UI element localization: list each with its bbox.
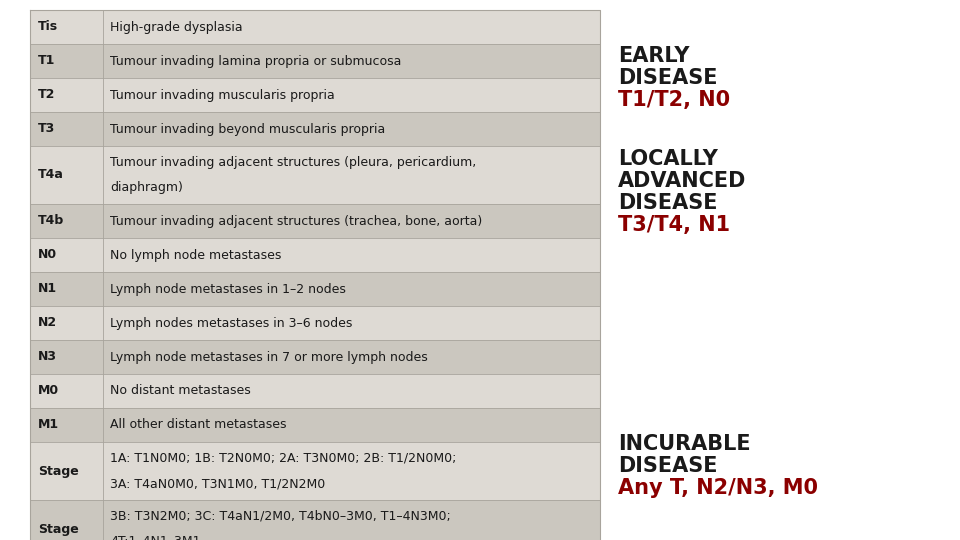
Text: Lymph node metastases in 7 or more lymph nodes: Lymph node metastases in 7 or more lymph… <box>110 350 428 363</box>
Text: N1: N1 <box>38 282 58 295</box>
Bar <box>30 306 600 340</box>
Text: Tumour invading lamina propria or submucosa: Tumour invading lamina propria or submuc… <box>110 55 401 68</box>
Text: INCURABLE: INCURABLE <box>618 434 751 454</box>
Text: M1: M1 <box>38 418 60 431</box>
Text: Stage: Stage <box>38 464 79 477</box>
Text: Lymph nodes metastases in 3–6 nodes: Lymph nodes metastases in 3–6 nodes <box>110 316 352 329</box>
Text: DISEASE: DISEASE <box>618 193 717 213</box>
Text: Lymph node metastases in 1–2 nodes: Lymph node metastases in 1–2 nodes <box>110 282 346 295</box>
Text: No distant metastases: No distant metastases <box>110 384 251 397</box>
Bar <box>30 44 600 78</box>
Text: EARLY: EARLY <box>618 46 689 66</box>
Text: High-grade dysplasia: High-grade dysplasia <box>110 21 243 33</box>
Bar <box>30 146 600 204</box>
Text: T2: T2 <box>38 89 56 102</box>
Bar <box>30 238 600 272</box>
Text: Any T, N2/N3, M0: Any T, N2/N3, M0 <box>618 478 818 498</box>
Text: T3/T4, N1: T3/T4, N1 <box>618 215 731 235</box>
Text: 1A: T1N0M0; 1B: T2N0M0; 2A: T3N0M0; 2B: T1/2N0M0;: 1A: T1N0M0; 1B: T2N0M0; 2A: T3N0M0; 2B: … <box>110 452 456 465</box>
Text: Stage: Stage <box>38 523 79 536</box>
Text: All other distant metastases: All other distant metastases <box>110 418 286 431</box>
Text: diaphragm): diaphragm) <box>110 181 182 194</box>
Text: N3: N3 <box>38 350 57 363</box>
Bar <box>30 78 600 112</box>
Bar <box>30 408 600 442</box>
Text: 3B: T3N2M0; 3C: T4aN1/2M0, T4bN0–3M0, T1–4N3M0;: 3B: T3N2M0; 3C: T4aN1/2M0, T4bN0–3M0, T1… <box>110 510 451 523</box>
Text: DISEASE: DISEASE <box>618 68 717 88</box>
Text: T4b: T4b <box>38 214 64 227</box>
Bar <box>30 442 600 500</box>
Text: N0: N0 <box>38 248 58 261</box>
Text: DISEASE: DISEASE <box>618 456 717 476</box>
Bar <box>30 374 600 408</box>
Bar <box>30 272 600 306</box>
Text: ADVANCED: ADVANCED <box>618 171 746 191</box>
Text: T4a: T4a <box>38 168 64 181</box>
Text: N2: N2 <box>38 316 58 329</box>
Text: No lymph node metastases: No lymph node metastases <box>110 248 281 261</box>
Text: LOCALLY: LOCALLY <box>618 149 718 169</box>
Text: 3A: T4aN0M0, T3N1M0, T1/2N2M0: 3A: T4aN0M0, T3N1M0, T1/2N2M0 <box>110 477 325 490</box>
Text: Tumour invading adjacent structures (pleura, pericardium,: Tumour invading adjacent structures (ple… <box>110 156 476 168</box>
Text: Tumour invading adjacent structures (trachea, bone, aorta): Tumour invading adjacent structures (tra… <box>110 214 482 227</box>
Bar <box>30 10 600 44</box>
Text: M0: M0 <box>38 384 60 397</box>
Text: Tis: Tis <box>38 21 59 33</box>
Bar <box>30 500 600 540</box>
Text: 4T:1–4N1–3M1: 4T:1–4N1–3M1 <box>110 535 201 540</box>
Text: T3: T3 <box>38 123 56 136</box>
Text: T1/T2, N0: T1/T2, N0 <box>618 90 731 110</box>
Bar <box>30 112 600 146</box>
Bar <box>30 340 600 374</box>
Text: Tumour invading muscularis propria: Tumour invading muscularis propria <box>110 89 335 102</box>
Text: T1: T1 <box>38 55 56 68</box>
Bar <box>30 204 600 238</box>
Text: Tumour invading beyond muscularis propria: Tumour invading beyond muscularis propri… <box>110 123 385 136</box>
